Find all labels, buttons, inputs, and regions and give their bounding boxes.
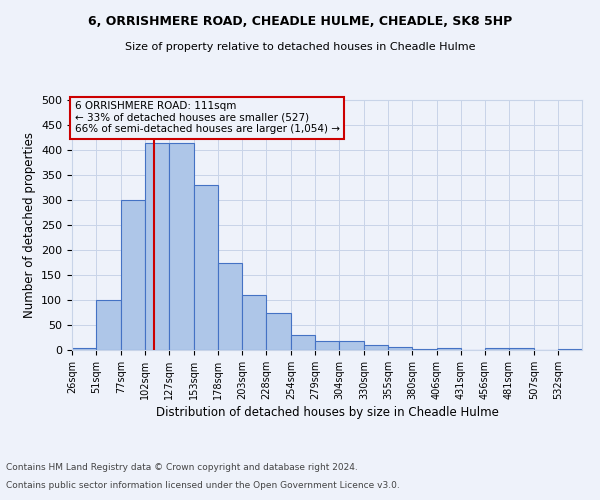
Y-axis label: Number of detached properties: Number of detached properties (23, 132, 35, 318)
Bar (121, 200, 145, 350)
Bar (291, 335, 315, 350)
X-axis label: Distribution of detached houses by size in Cheadle Hulme: Distribution of detached houses by size … (155, 406, 499, 419)
Bar (558, 348, 582, 350)
Text: Size of property relative to detached houses in Cheadle Hulme: Size of property relative to detached ho… (125, 42, 475, 52)
Text: 6, ORRISHMERE ROAD, CHEADLE HULME, CHEADLE, SK8 5HP: 6, ORRISHMERE ROAD, CHEADLE HULME, CHEAD… (88, 15, 512, 28)
Bar (242, 295, 266, 350)
Bar (266, 312, 291, 350)
Bar (364, 345, 388, 350)
Bar (194, 185, 218, 350)
Bar (412, 348, 437, 350)
Bar (218, 262, 242, 350)
Bar (437, 348, 461, 350)
Bar (509, 348, 534, 350)
Bar (72, 348, 96, 350)
Bar (388, 346, 412, 350)
Bar (315, 341, 339, 350)
Text: Contains public sector information licensed under the Open Government Licence v3: Contains public sector information licen… (6, 481, 400, 490)
Bar (169, 142, 194, 350)
Bar (145, 142, 169, 350)
Bar (485, 348, 509, 350)
Text: 6 ORRISHMERE ROAD: 111sqm
← 33% of detached houses are smaller (527)
66% of semi: 6 ORRISHMERE ROAD: 111sqm ← 33% of detac… (74, 101, 340, 134)
Text: Contains HM Land Registry data © Crown copyright and database right 2024.: Contains HM Land Registry data © Crown c… (6, 464, 358, 472)
Bar (339, 341, 364, 350)
Bar (96, 300, 121, 350)
